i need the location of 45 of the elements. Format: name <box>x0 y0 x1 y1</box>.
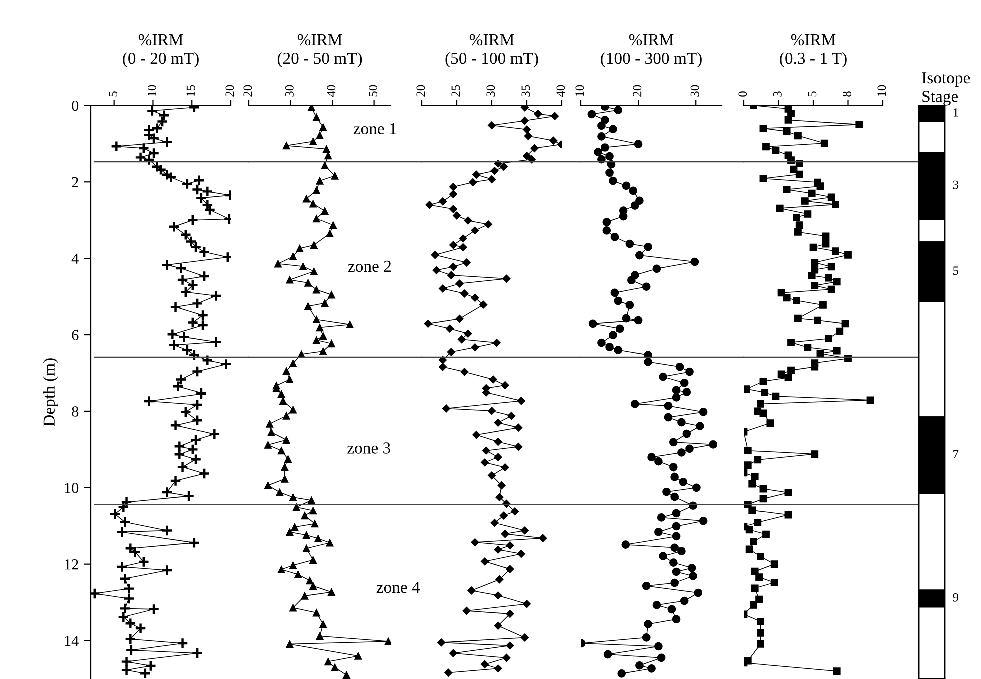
x-tick-label: 5 <box>808 92 817 97</box>
x-tick-label: 25 <box>452 85 460 97</box>
annotation: zone 3 <box>348 442 390 454</box>
x-tick-label: 10 <box>576 85 584 96</box>
y-tick-label: 6 <box>72 330 79 340</box>
annotation: zone 2 <box>348 260 392 272</box>
y-tick-label: 2 <box>72 177 78 188</box>
x-tick-label: 8 <box>842 92 852 97</box>
x-tick-label: 30 <box>690 85 700 97</box>
chart-title: %IRM (0.3 - 1 T) <box>780 34 847 68</box>
x-tick-label: 20 <box>226 85 234 97</box>
x-tick-label: 20 <box>416 85 426 97</box>
series-label: 7 <box>954 450 959 458</box>
series-label: 9 <box>953 593 959 602</box>
annotation: zone 4 <box>376 582 420 594</box>
x-tick-label: 30 <box>285 85 294 97</box>
x-tick-label: 10 <box>148 85 156 96</box>
chart-title: %IRM (100 - 300 mT) <box>601 34 702 68</box>
y-tick-label: 14 <box>65 636 79 646</box>
x-tick-label: 40 <box>556 85 566 98</box>
y-tick-label: 10 <box>65 483 79 494</box>
chart-title: %IRM (20 - 50 mT) <box>278 34 362 68</box>
x-tick-label: 20 <box>244 85 252 97</box>
x-tick-label: 30 <box>486 85 496 97</box>
chart-title: %IRM (0 - 20 mT) <box>123 34 199 68</box>
series-label: 3 <box>953 180 959 190</box>
y-tick-label: 0 <box>72 100 79 112</box>
x-tick-label: 35 <box>522 85 530 97</box>
series-label: 1 <box>954 108 958 117</box>
x-tick-label: 5 <box>109 92 118 97</box>
annotation: zone 1 <box>354 123 396 135</box>
x-tick-label: 15 <box>186 85 196 96</box>
y-tick-label: 4 <box>72 254 79 264</box>
x-tick-label: 40 <box>327 85 336 98</box>
series-label: 5 <box>954 266 959 276</box>
y-tick-label: 8 <box>72 406 79 417</box>
chart-title: %IRM (50 - 100 mT) <box>446 34 538 68</box>
x-tick-label: 20 <box>633 85 642 97</box>
chart-title: Isotope Stage <box>922 72 970 106</box>
x-tick-label: 3 <box>773 92 782 97</box>
y-axis-title: Depth (m) <box>43 358 58 426</box>
x-tick-label: 0 <box>738 92 748 97</box>
y-tick-label: 12 <box>65 560 78 570</box>
x-tick-label: 10 <box>878 85 886 96</box>
x-tick-label: 50 <box>368 85 378 97</box>
